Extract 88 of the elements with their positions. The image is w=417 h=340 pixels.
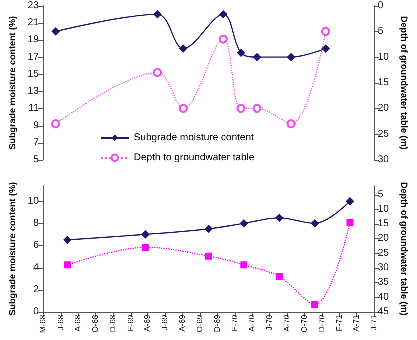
y2-tick-label: 40 [378, 292, 390, 303]
y-axis-title: Subgrade moisture content (%) [8, 16, 18, 150]
point [178, 104, 188, 114]
y-tick-label: 19 [28, 34, 40, 46]
point [52, 28, 60, 36]
x-tick-label: J-68 [56, 314, 66, 331]
x-tick-label: O-70 [300, 314, 309, 333]
y-tick-label: 23 [28, 0, 40, 12]
y-tick-label: 6 [33, 240, 40, 252]
legend-label: Depth to groundwater table [134, 152, 256, 164]
y2-tick-label: 25 [378, 128, 390, 140]
point [142, 230, 150, 239]
x-tick-label: D-69 [213, 314, 222, 332]
y2-tick-label: 45 [378, 306, 390, 318]
x-tick-label: J-70 [265, 314, 274, 331]
point [205, 252, 212, 260]
y-tick-label: 0 [33, 306, 40, 318]
x-tick-label: A-69 [178, 314, 188, 332]
point [346, 219, 354, 226]
y-tick-label: 17 [28, 52, 40, 63]
point [236, 104, 246, 114]
x-tick-label: M-68 [38, 314, 48, 334]
y2-tick-label: 20 [378, 233, 390, 244]
y-tick-label: 10 [28, 196, 40, 207]
point [64, 262, 72, 269]
point [321, 27, 330, 36]
y2-tick-label: 30 [378, 262, 390, 274]
y2-tick-label: 15 [378, 218, 390, 230]
point [311, 220, 320, 228]
x-tick-label: A-68 [74, 314, 83, 332]
x-tick-label: J-69 [160, 314, 170, 331]
legend-label: Subgrade moisture content [134, 132, 254, 144]
x-tick-label: O-68 [91, 314, 100, 333]
y-tick-label: 4 [33, 262, 40, 274]
point [153, 68, 162, 78]
point [322, 44, 330, 53]
point [64, 236, 72, 244]
point [240, 262, 248, 269]
point [220, 10, 228, 19]
y2-tick-label: 35 [378, 277, 390, 288]
point [312, 301, 319, 308]
y2-tick-label: 15 [378, 78, 390, 88]
point [204, 225, 213, 234]
x-tick-label: A-69 [143, 314, 152, 332]
y2-tick-label: 10 [378, 52, 390, 63]
x-tick-label: D-68 [108, 314, 118, 332]
point [237, 49, 246, 58]
point [51, 120, 60, 129]
y-tick-label: 13 [28, 86, 40, 98]
x-tick-label: O-69 [196, 314, 205, 333]
point [253, 53, 262, 62]
y2-tick-label: 5 [378, 189, 384, 200]
y-axis-title: Subgrade moisture content (%) [8, 182, 18, 316]
y2-tick-label: 20 [378, 103, 390, 114]
point [179, 44, 188, 53]
y-tick-label: 2 [33, 284, 40, 296]
x-tick-label: A-71 [352, 314, 362, 332]
point [346, 197, 354, 206]
point [154, 10, 162, 19]
point [286, 120, 296, 129]
point [276, 273, 284, 280]
y2-tick-label: 30 [378, 154, 390, 166]
point [142, 244, 150, 252]
y2-axis-title: Depth of groundwater table (m) [400, 16, 410, 150]
point [240, 220, 248, 228]
y-tick-label: 15 [28, 68, 40, 80]
point [287, 53, 296, 62]
y2-tick-label: 10 [378, 204, 390, 215]
x-tick-label: F-70 [230, 314, 240, 332]
y-tick-label: 21 [28, 18, 40, 29]
x-tick-label: A-70 [282, 314, 292, 332]
y-tick-label: 11 [28, 103, 40, 114]
y-tick-label: 9 [33, 120, 40, 132]
x-tick-label: A-70 [248, 314, 257, 332]
y-tick-label: 5 [33, 154, 40, 166]
x-tick-label: D-70 [317, 314, 326, 332]
y2-axis-title: Depth of groundwater table (m) [400, 182, 410, 316]
point [276, 214, 284, 222]
y-tick-label: 8 [33, 218, 40, 230]
point [252, 104, 262, 114]
y2-tick-label: 0 [378, 0, 384, 12]
y-tick-label: 7 [33, 137, 40, 148]
x-tick-label: F-69 [126, 314, 136, 332]
x-tick-label: F-71 [335, 314, 344, 332]
point [219, 34, 228, 44]
y2-tick-label: 5 [378, 26, 384, 38]
y2-tick-label: 25 [378, 248, 390, 259]
x-tick-label: J-71 [369, 314, 378, 331]
